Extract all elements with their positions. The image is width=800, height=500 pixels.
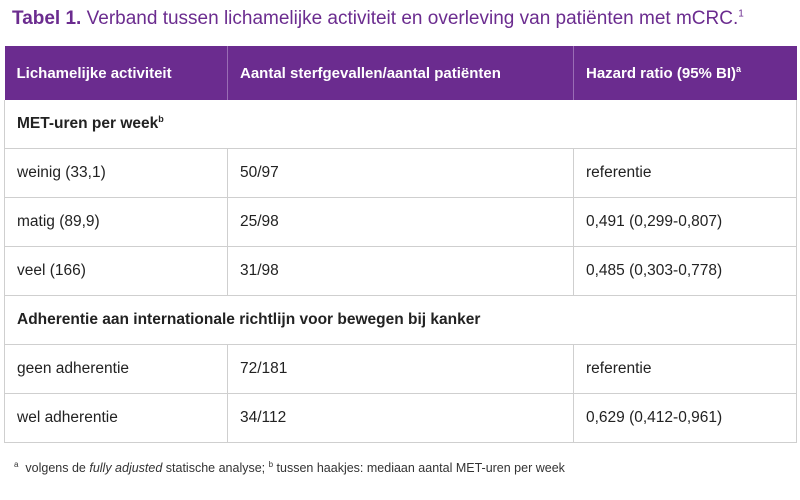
cell-hazard-ratio: 0,491 (0,299-0,807) — [573, 197, 797, 247]
footnote-mark-b: b — [268, 460, 274, 469]
table-row: matig (89,9) 25/98 0,491 (0,299-0,807) — [4, 197, 797, 247]
cell-deaths: 31/98 — [227, 246, 574, 296]
table-row: wel adherentie 34/112 0,629 (0,412-0,961… — [4, 393, 797, 443]
table-number: Tabel 1. — [12, 8, 82, 29]
footnote-emphasis: fully adjusted — [89, 461, 163, 476]
table-title-text: Verband tussen lichamelijke activiteit e… — [81, 8, 739, 29]
table-title: Tabel 1. Verband tussen lichamelijke act… — [12, 8, 744, 30]
cell-hazard-ratio: 0,629 (0,412-0,961) — [573, 393, 797, 443]
cell-hazard-ratio: referentie — [573, 344, 797, 394]
header-activity: Lichamelijke activiteit — [4, 46, 228, 100]
section-label: Adherentie aan internationale richtlijn … — [4, 295, 797, 345]
table-row: weinig (33,1) 50/97 referentie — [4, 148, 797, 198]
header-deaths: Aantal sterfgevallen/aantal patiënten — [227, 46, 574, 100]
cell-deaths: 72/181 — [227, 344, 574, 394]
cell-activity: weinig (33,1) — [4, 148, 228, 198]
cell-activity: matig (89,9) — [4, 197, 228, 247]
table-header-row: Lichamelijke activiteit Aantal sterfgeva… — [4, 46, 797, 100]
cell-activity: geen adherentie — [4, 344, 228, 394]
section-footnote-mark: b — [158, 114, 164, 125]
cell-deaths: 34/112 — [227, 393, 574, 443]
cell-hazard-ratio: referentie — [573, 148, 797, 198]
cell-deaths: 25/98 — [227, 197, 574, 247]
reference-mark: 1 — [738, 8, 744, 20]
cell-activity: wel adherentie — [4, 393, 228, 443]
table-row: geen adherentie 72/181 referentie — [4, 344, 797, 394]
cell-deaths: 50/97 — [227, 148, 574, 198]
table-footnote: a volgens de fully adjusted statische an… — [14, 460, 565, 476]
data-table: Lichamelijke activiteit Aantal sterfgeva… — [4, 46, 797, 443]
section-row-adherence: Adherentie aan internationale richtlijn … — [4, 295, 797, 345]
header-footnote-mark: a — [736, 64, 742, 74]
cell-activity: veel (166) — [4, 246, 228, 296]
table-row: veel (166) 31/98 0,485 (0,303-0,778) — [4, 246, 797, 296]
header-hazard-ratio: Hazard ratio (95% BI)a — [573, 46, 797, 100]
cell-hazard-ratio: 0,485 (0,303-0,778) — [573, 246, 797, 296]
section-row-met-hours: MET-uren per weekb — [4, 100, 797, 149]
footnote-mark-a: a — [14, 460, 19, 469]
section-label: MET-uren per weekb — [4, 100, 797, 149]
